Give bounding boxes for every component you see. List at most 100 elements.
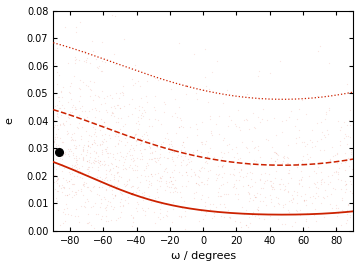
Point — [162, 166, 167, 171]
Point — [69, 189, 75, 193]
Point — [67, 172, 72, 176]
Point — [141, 198, 147, 202]
Point — [271, 187, 277, 191]
Point — [247, 191, 252, 195]
Point — [128, 143, 134, 148]
Point — [60, 185, 66, 189]
Point — [60, 121, 66, 125]
Point — [118, 116, 124, 120]
Point — [102, 162, 108, 166]
Point — [95, 66, 101, 70]
Point — [151, 155, 157, 160]
Point — [71, 182, 77, 187]
Point — [165, 155, 171, 160]
Point — [314, 171, 319, 176]
Point — [243, 223, 249, 227]
Point — [84, 221, 90, 225]
Point — [56, 106, 62, 110]
Point — [199, 140, 205, 144]
Point — [94, 192, 99, 196]
Point — [123, 154, 129, 158]
Point — [151, 105, 157, 109]
Point — [163, 213, 169, 217]
Point — [76, 219, 81, 224]
Point — [80, 146, 86, 151]
Point — [98, 117, 104, 121]
Point — [90, 204, 96, 208]
Point — [55, 127, 61, 131]
Point — [318, 180, 324, 184]
Point — [53, 196, 59, 201]
Point — [285, 181, 291, 185]
Point — [117, 106, 123, 110]
Point — [172, 186, 177, 190]
Point — [245, 183, 251, 187]
Point — [109, 96, 115, 100]
Point — [69, 167, 75, 172]
Point — [129, 184, 135, 188]
Point — [200, 208, 206, 213]
Point — [99, 68, 105, 73]
Point — [221, 202, 227, 206]
Point — [306, 225, 311, 229]
Point — [139, 191, 144, 195]
Point — [67, 122, 73, 126]
Point — [91, 161, 97, 165]
Point — [149, 151, 155, 155]
Point — [126, 178, 132, 183]
Point — [152, 108, 157, 112]
Point — [321, 196, 327, 200]
Point — [89, 134, 94, 139]
Point — [132, 62, 138, 67]
Point — [76, 143, 82, 147]
Point — [155, 78, 161, 83]
Point — [57, 222, 63, 227]
Point — [210, 69, 215, 74]
Point — [140, 137, 146, 141]
Point — [54, 179, 59, 183]
Point — [60, 221, 66, 225]
Point — [135, 185, 140, 189]
Point — [119, 90, 125, 94]
Point — [104, 178, 110, 182]
Point — [99, 161, 105, 166]
Point — [72, 214, 77, 218]
Point — [130, 215, 136, 219]
Point — [91, 158, 97, 162]
Point — [92, 130, 98, 134]
Point — [104, 145, 109, 149]
Point — [105, 219, 111, 223]
Point — [80, 149, 86, 153]
Point — [105, 199, 111, 203]
Point — [345, 123, 350, 127]
Point — [188, 174, 194, 178]
Point — [165, 170, 170, 174]
Point — [338, 178, 344, 183]
Point — [56, 164, 62, 168]
Point — [142, 110, 148, 114]
Point — [66, 178, 72, 183]
Point — [84, 82, 89, 87]
Point — [338, 125, 344, 129]
Point — [80, 157, 86, 161]
Point — [217, 202, 223, 207]
Point — [311, 169, 317, 173]
Point — [130, 97, 135, 101]
Point — [142, 212, 148, 217]
Point — [77, 20, 82, 24]
Point — [164, 184, 170, 188]
Point — [200, 217, 206, 222]
Point — [131, 158, 137, 163]
Point — [162, 102, 168, 106]
Point — [69, 165, 75, 169]
Point — [176, 214, 182, 218]
Point — [113, 163, 119, 168]
Point — [138, 173, 144, 177]
Point — [113, 132, 118, 136]
Point — [221, 171, 227, 175]
Point — [99, 89, 105, 93]
Point — [103, 206, 108, 210]
Y-axis label: e: e — [4, 117, 14, 124]
Point — [58, 185, 64, 190]
Point — [77, 94, 82, 98]
